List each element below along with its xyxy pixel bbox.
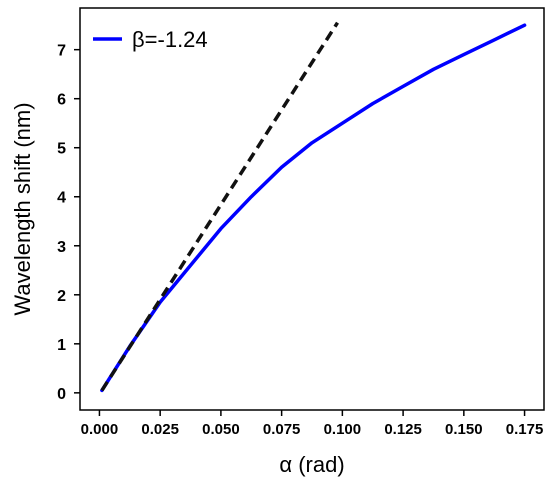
y-tick-label: 6 <box>57 92 66 109</box>
x-tick-label: 0.150 <box>445 421 483 438</box>
x-tick-label: 0.025 <box>141 421 179 438</box>
x-tick-label: 0.100 <box>324 421 362 438</box>
y-tick-label: 2 <box>57 288 66 305</box>
legend: β=-1.24 <box>93 27 208 52</box>
y-axis: 0 1 2 3 4 5 6 7 <box>57 43 80 403</box>
x-tick-label: 0.175 <box>506 421 544 438</box>
dashed-reference-line <box>100 21 339 392</box>
legend-label: β=-1.24 <box>132 27 208 52</box>
x-axis: 0.000 0.025 0.050 0.075 0.100 0.125 0.150 0.175 <box>81 410 544 438</box>
x-tick-label: 0.000 <box>81 421 119 438</box>
y-tick-label: 1 <box>57 337 66 354</box>
x-tick-label: 0.050 <box>202 421 240 438</box>
x-tick-label: 0.125 <box>384 421 422 438</box>
x-tick-label: 0.075 <box>263 421 301 438</box>
plot-area <box>100 21 527 393</box>
y-axis-label: Wavelength shift (nm) <box>10 102 35 315</box>
y-tick-label: 4 <box>57 190 66 207</box>
series-line <box>100 23 527 393</box>
plot-frame <box>79 7 545 411</box>
x-axis-label: α (rad) <box>279 452 344 477</box>
y-tick-label: 3 <box>57 239 66 256</box>
y-tick-label: 7 <box>57 43 66 60</box>
y-tick-label: 5 <box>57 141 66 158</box>
y-tick-label: 0 <box>57 386 66 403</box>
